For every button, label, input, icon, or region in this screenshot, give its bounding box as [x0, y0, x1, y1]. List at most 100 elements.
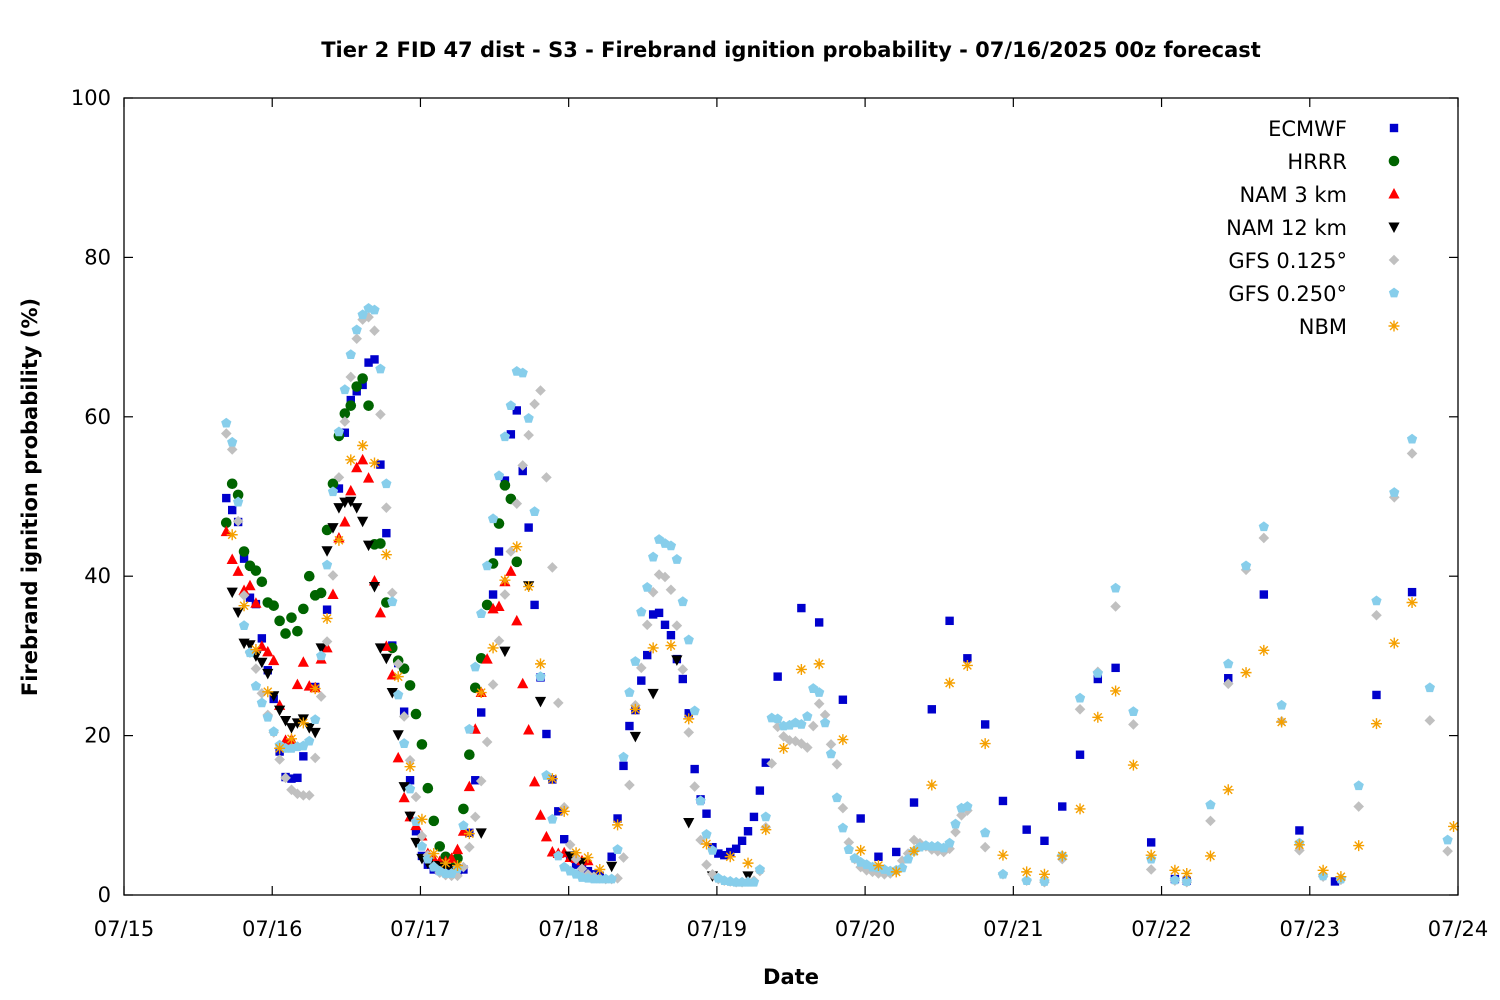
data-point: [428, 848, 440, 860]
data-point: [643, 650, 652, 660]
data-point: [1353, 840, 1365, 852]
data-point: [286, 612, 297, 623]
data-point: [773, 672, 782, 681]
data-point: [220, 525, 232, 537]
data-point: [612, 819, 624, 831]
data-point: [297, 717, 309, 729]
data-point: [671, 554, 682, 564]
data-point: [257, 634, 267, 643]
data-point: [530, 600, 539, 610]
data-point: [524, 523, 533, 532]
data-point: [481, 736, 493, 748]
data-point: [499, 646, 511, 658]
data-point: [382, 528, 391, 538]
data-point: [476, 608, 487, 619]
data-point: [404, 755, 416, 766]
legend-label: ECMWF: [1268, 117, 1347, 141]
data-point: [1370, 718, 1382, 730]
data-point: [1205, 799, 1216, 810]
data-point: [1406, 597, 1418, 609]
data-point: [464, 749, 475, 761]
data-point: [238, 620, 250, 630]
data-point: [357, 373, 368, 384]
data-point: [837, 822, 849, 833]
data-point: [1092, 668, 1103, 678]
data-point: [327, 486, 339, 497]
data-point: [570, 847, 582, 859]
data-point: [619, 761, 628, 771]
data-point: [470, 661, 481, 672]
data-point: [695, 795, 706, 806]
data-point: [766, 758, 778, 769]
data-point: [392, 751, 404, 763]
data-point: [647, 688, 659, 700]
data-point: [1371, 609, 1382, 621]
y-tick-label: 100: [71, 86, 111, 110]
data-point: [1093, 674, 1103, 684]
data-point: [683, 817, 695, 829]
data-point: [469, 811, 481, 823]
legend-label: NAM 3 km: [1239, 183, 1347, 207]
data-point: [1181, 876, 1192, 886]
data-point: [463, 828, 475, 840]
data-point: [819, 717, 831, 728]
data-point: [980, 827, 991, 838]
data-point: [908, 845, 920, 857]
data-point: [351, 333, 363, 344]
data-point: [517, 460, 529, 471]
data-point: [416, 840, 428, 851]
data-point: [505, 400, 516, 411]
data-point: [505, 546, 517, 557]
data-point: [1258, 521, 1269, 532]
data-point: [902, 853, 914, 864]
data-point: [1205, 815, 1216, 827]
legend-marker: [1388, 155, 1400, 167]
data-point: [339, 416, 351, 427]
data-point: [339, 408, 351, 419]
data-point: [647, 586, 659, 598]
data-point: [280, 772, 291, 784]
data-point: [226, 587, 238, 599]
data-point: [315, 587, 327, 599]
x-tick-label: 07/18: [538, 917, 599, 941]
data-point: [1406, 448, 1418, 459]
data-point: [714, 849, 723, 858]
data-point: [458, 820, 469, 831]
data-point: [256, 657, 268, 669]
data-point: [1442, 845, 1453, 857]
data-point: [606, 873, 617, 884]
legend-label: GFS 0.125°: [1228, 249, 1347, 273]
data-point: [797, 603, 806, 613]
data-point: [1128, 719, 1139, 730]
data-point: [322, 605, 332, 614]
data-point: [358, 380, 367, 390]
data-point: [262, 645, 274, 657]
data-point: [345, 454, 357, 466]
data-point: [464, 723, 475, 734]
data-point: [285, 723, 298, 734]
data-point: [505, 493, 517, 505]
series-nbm: [226, 439, 1460, 883]
data-point: [220, 428, 232, 439]
data-point: [285, 733, 297, 745]
data-point: [980, 720, 990, 729]
data-point: [1169, 864, 1181, 876]
data-point: [369, 304, 380, 315]
data-point: [482, 560, 493, 571]
data-point: [683, 634, 694, 645]
data-point: [772, 713, 783, 724]
data-point: [962, 801, 973, 811]
data-point: [1293, 839, 1305, 851]
data-point: [364, 358, 373, 367]
data-point: [547, 562, 558, 573]
data-point: [855, 844, 867, 856]
data-point: [386, 688, 398, 699]
data-point: [351, 503, 363, 514]
data-point: [737, 836, 747, 846]
data-point: [363, 400, 374, 411]
data-point: [380, 653, 392, 665]
data-point: [523, 412, 534, 423]
data-point: [761, 758, 771, 767]
data-point: [399, 738, 410, 748]
data-point: [345, 371, 357, 383]
